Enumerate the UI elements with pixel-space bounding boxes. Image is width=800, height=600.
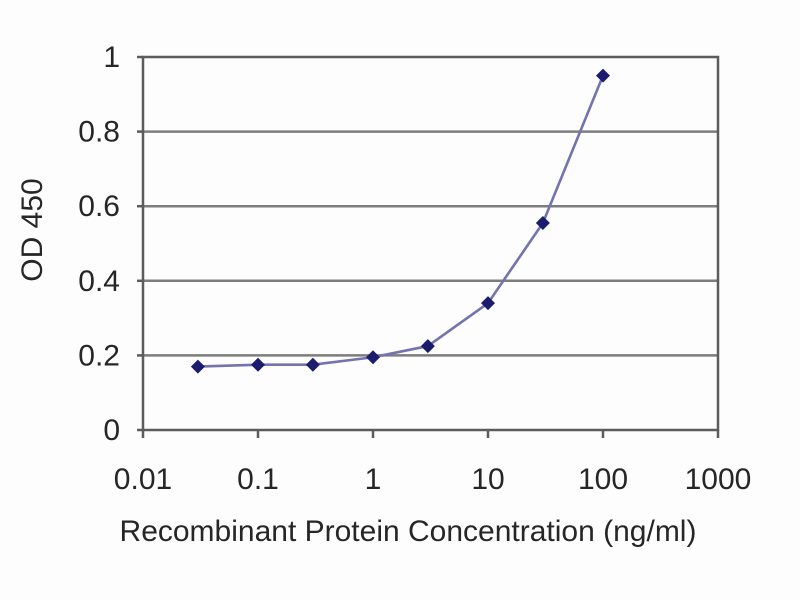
x-tick-label: 100 xyxy=(578,463,628,496)
data-point-marker xyxy=(190,359,205,374)
y-tick-label: 0.6 xyxy=(78,190,120,223)
series-line xyxy=(196,74,605,368)
data-point-marker xyxy=(481,296,495,311)
data-point-marker xyxy=(366,350,380,365)
data-point-marker xyxy=(535,215,550,230)
data-point-marker xyxy=(251,357,265,372)
y-tick-label: 1 xyxy=(103,41,120,74)
x-tick-label: 0.01 xyxy=(114,463,172,496)
x-tick-label: 0.1 xyxy=(237,463,279,496)
plot-frame xyxy=(141,55,720,432)
y-axis-title: OD 450 xyxy=(16,178,49,282)
x-tick-label: 1000 xyxy=(685,463,752,496)
y-tick-label: 0.2 xyxy=(78,339,120,372)
data-point-marker xyxy=(420,339,435,354)
y-tick-label: 0.4 xyxy=(78,265,120,298)
y-tick-label: 0.8 xyxy=(78,116,120,149)
x-axis-title: Recombinant Protein Concentration (ng/ml… xyxy=(119,515,697,548)
x-tick-label: 10 xyxy=(471,463,504,496)
x-tick-label: 1 xyxy=(365,463,382,496)
data-point-marker xyxy=(305,357,320,372)
y-tick-label: 0 xyxy=(103,414,120,447)
data-point-marker xyxy=(596,68,610,83)
